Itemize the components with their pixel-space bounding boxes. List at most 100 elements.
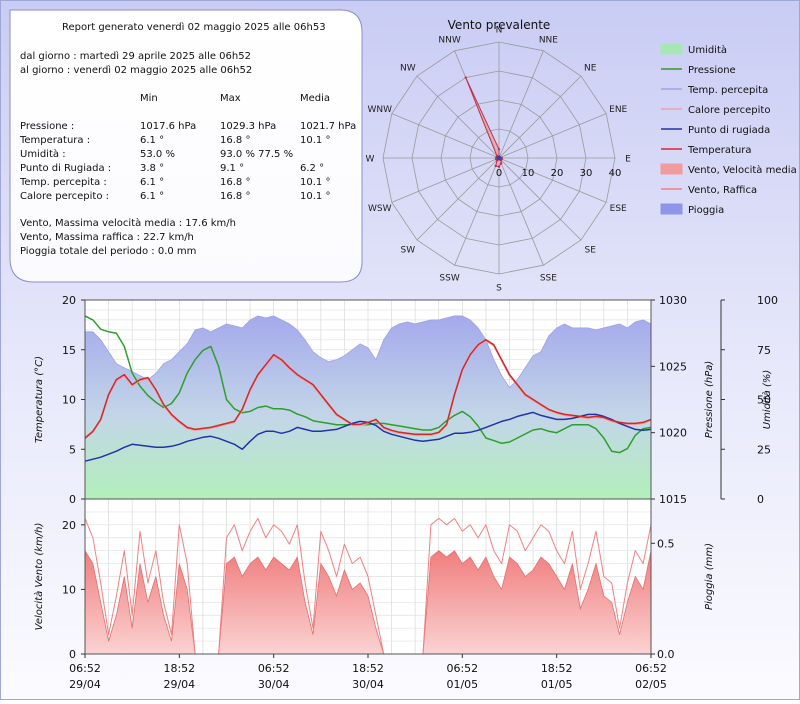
report-row-avg: 1021.7 hPa xyxy=(300,121,356,132)
x-tick-time: 18:52 xyxy=(541,662,573,675)
report-col-min: Min xyxy=(140,93,158,104)
report-row-avg: 10.1 ° xyxy=(300,191,330,202)
x-tick-date: 30/04 xyxy=(258,678,290,691)
rose-direction-label: ENE xyxy=(609,105,627,115)
rose-direction-label: SSW xyxy=(439,274,459,284)
rose-data-point xyxy=(500,162,503,165)
x-tick-date: 29/04 xyxy=(69,678,101,691)
report-row-label: Temp. percepita : xyxy=(19,177,107,188)
wind-chart: 0 10 20 Velocità Vento (km/h) 0.0 0.5 Pioggia … xyxy=(33,498,715,691)
report-col-max: Max xyxy=(220,93,241,104)
rose-direction-label: NW xyxy=(400,63,416,73)
report-row-min: 53.0 % xyxy=(140,149,175,160)
x-tick-time: 06:52 xyxy=(258,662,290,675)
legend-label: Pioggia xyxy=(688,205,724,216)
pressure-axis-tick-label: 1025 xyxy=(659,360,687,373)
rain-axis-label: Pioggia (mm) xyxy=(704,543,715,610)
pressure-axis-tick-label: 1015 xyxy=(659,493,687,506)
legend-label: Punto di rugiada xyxy=(688,125,770,136)
report-row-max: 16.8 ° xyxy=(220,135,250,146)
rose-data-point xyxy=(464,76,467,79)
rose-direction-label: N xyxy=(496,26,503,36)
rain-axis-tick-label: 0.0 xyxy=(657,648,675,661)
series-wind-gust xyxy=(84,517,652,655)
report-row-max: 1029.3 hPa xyxy=(220,121,276,132)
report-row-avg: 10.1 ° xyxy=(300,135,330,146)
x-tick-date: 02/05 xyxy=(635,678,667,691)
pressure-axis-tick-label: 1030 xyxy=(659,294,687,307)
report-row-min: 6.1 ° xyxy=(140,191,164,202)
report-row-max: 93.0 % 77.5 % xyxy=(220,149,293,160)
rose-direction-label: SSE xyxy=(540,274,557,284)
rose-direction-label: ESE xyxy=(610,204,627,214)
rose-direction-label: WNW xyxy=(368,105,393,115)
pressure-axis-tick-label: 1020 xyxy=(659,427,687,440)
report-row-max: 16.8 ° xyxy=(220,177,250,188)
legend-swatch xyxy=(660,163,683,175)
legend-label: Vento, Velocità media xyxy=(688,164,797,176)
rose-spoke xyxy=(498,157,582,241)
temp-axis-tick-label: 5 xyxy=(69,443,76,456)
wind-axis-tick-label: 0 xyxy=(69,648,76,661)
x-tick-time: 18:52 xyxy=(352,662,384,675)
rose-spoke xyxy=(498,50,544,159)
rose-data-point xyxy=(497,148,501,151)
humidity-axis-tick-label: 100 xyxy=(757,294,778,307)
wind-rose: Vento prevalente N NNE NE ENE E ESE SE SSE S SSW S… xyxy=(366,18,632,294)
report-row-max: 16.8 ° xyxy=(220,191,250,202)
series-line xyxy=(84,315,652,454)
report-to: al giorno : venerdì 02 maggio 2025 alle … xyxy=(20,64,252,76)
wind-axis-tick-label: 10 xyxy=(62,583,76,596)
series-line xyxy=(84,340,652,439)
rose-direction-label: S xyxy=(496,284,502,294)
rose-direction-label: W xyxy=(366,155,375,165)
legend-swatch xyxy=(660,203,683,215)
humidity-axis-label: Umidità (%) xyxy=(761,370,773,430)
temp-axis-label: Temperatura (°C) xyxy=(34,356,45,443)
rose-spoke xyxy=(498,75,582,159)
legend-label: Temperatura xyxy=(687,145,752,156)
report-row-avg: 10.1 ° xyxy=(300,177,330,188)
rose-spoke xyxy=(391,157,500,203)
x-tick-date: 29/04 xyxy=(163,678,195,691)
temp-axis-tick-label: 10 xyxy=(62,394,76,407)
rose-direction-label: SW xyxy=(400,246,415,256)
temp-axis-tick-label: 0 xyxy=(69,493,76,506)
rose-radial-tick: 30 xyxy=(580,168,593,179)
rose-direction-label: WSW xyxy=(368,204,392,214)
report-row-label: Pressione : xyxy=(20,121,74,132)
report-wind-gust: Vento, Massima raffica : 22.7 km/h xyxy=(20,232,194,243)
rain-axis-tick-label: 0.5 xyxy=(657,537,675,550)
rose-spoke xyxy=(498,157,544,266)
x-tick-date: 01/05 xyxy=(446,678,478,691)
report-panel: Report generato venerdì 02 maggio 2025 a… xyxy=(9,9,363,283)
legend: Umidità Pressione Temp. percepita Calore pe… xyxy=(660,43,797,216)
rose-spoke xyxy=(391,113,500,159)
report-row-min: 1017.6 hPa xyxy=(140,121,196,132)
rose-direction-label: NE xyxy=(584,63,597,73)
legend-swatch xyxy=(660,43,683,55)
rose-direction-label: E xyxy=(625,155,631,165)
report-title: Report generato venerdì 02 maggio 2025 a… xyxy=(62,21,326,33)
report-row-avg: 6.2 ° xyxy=(300,163,324,174)
rose-direction-label: NNW xyxy=(438,35,460,45)
report-row-label: Calore percepito : xyxy=(20,191,109,202)
rose-spoke xyxy=(498,113,607,159)
series-line xyxy=(84,339,652,439)
report-table: Pressione : 1017.6 hPa 1029.3 hPa 1021.7 hP… xyxy=(19,121,356,202)
x-tick-date: 01/05 xyxy=(541,678,573,691)
rose-radial-tick: 10 xyxy=(522,168,535,179)
series-humidity-area xyxy=(84,315,652,500)
humidity-axis-tick-label: 75 xyxy=(757,344,771,357)
wind-axis-tick-label: 20 xyxy=(62,519,76,532)
rose-data-point xyxy=(497,165,501,168)
rose-radial-tick: 20 xyxy=(551,168,564,179)
report-row-min: 6.1 ° xyxy=(140,177,164,188)
legend-label: Pressione xyxy=(688,65,736,76)
rose-spoke xyxy=(498,157,607,203)
report-row-label: Temperatura : xyxy=(19,135,90,146)
legend-label: Vento, Raffica xyxy=(688,185,757,196)
rose-data-point xyxy=(494,164,497,168)
report-col-avg: Media xyxy=(300,93,330,104)
